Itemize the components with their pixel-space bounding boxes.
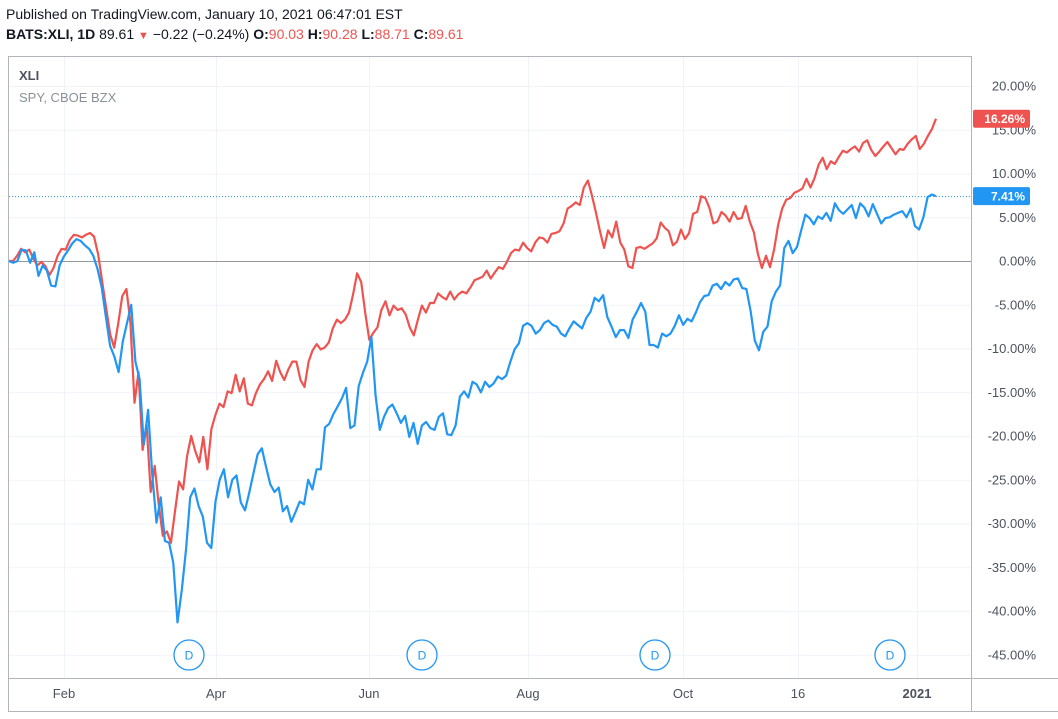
x-tick-label: 2021	[903, 686, 932, 701]
grid	[9, 57, 971, 678]
open-value: 90.03	[268, 26, 304, 42]
y-tick-label: -5.00%	[995, 297, 1037, 312]
x-tick-label: 16	[791, 686, 805, 701]
dividend-marker-label: D	[418, 649, 427, 663]
chart-header: Published on TradingView.com, January 10…	[6, 4, 463, 46]
down-arrow-icon: ▼	[138, 30, 149, 42]
last-value-tag-spy	[973, 109, 1030, 128]
y-tick-label: 0.00%	[999, 254, 1036, 269]
series-line-spy	[9, 118, 938, 544]
close-value: 89.61	[428, 26, 464, 42]
y-tick-label: -15.00%	[988, 385, 1037, 400]
y-tick-label: -40.00%	[988, 604, 1037, 619]
last-value-tag-text: 16.26%	[984, 112, 1025, 126]
x-tick-label: Oct	[673, 686, 694, 701]
y-tick-label: -20.00%	[988, 429, 1037, 444]
low-value: 88.71	[374, 26, 410, 42]
x-tick-label: Feb	[53, 686, 75, 701]
legend-compare-symbol[interactable]: SPY, CBOE BZX	[19, 90, 117, 105]
last-value-tag-xli	[973, 187, 1030, 206]
plot-frame	[8, 56, 972, 679]
x-tick-label: Aug	[516, 686, 539, 701]
open-label: O:	[253, 26, 269, 42]
y-tick-label: -45.00%	[988, 647, 1037, 662]
published-info: Published on TradingView.com, January 10…	[6, 6, 403, 22]
dividend-marker[interactable]	[173, 639, 205, 671]
last-value-tags: 7.41% 16.26%	[973, 109, 1030, 206]
y-tick-label: 10.00%	[992, 166, 1037, 181]
last-value-tag-text: 7.41%	[991, 190, 1025, 204]
y-tick-label: -10.00%	[988, 341, 1037, 356]
high-label: H:	[307, 26, 323, 42]
symbol-label: BATS:XLI, 1D	[6, 26, 96, 42]
y-tick-label: -30.00%	[988, 516, 1037, 531]
last-value: 89.61	[99, 26, 135, 42]
low-label: L:	[361, 26, 375, 42]
legend-main-symbol[interactable]: XLI	[19, 68, 39, 83]
dividend-marker[interactable]	[406, 639, 438, 671]
dividend-marker-label: D	[886, 649, 895, 663]
change-value: −0.22 (−0.24%)	[152, 26, 250, 42]
series-line-xli	[8, 193, 937, 624]
y-tick-label: -35.00%	[988, 560, 1037, 575]
time-axis-labels: Feb Apr Jun Aug Oct 16 2021	[53, 686, 932, 701]
dividend-marker[interactable]	[639, 639, 671, 671]
y-tick-label: -25.00%	[988, 472, 1037, 487]
dividend-marker[interactable]	[874, 639, 906, 671]
dividend-marker-label: D	[185, 649, 194, 663]
ohlc-bar: BATS:XLI, 1D 89.61 ▼ −0.22 (−0.24%) O:90…	[6, 24, 463, 46]
x-tick-label: Jun	[359, 686, 380, 701]
dividend-marker-label: D	[651, 649, 660, 663]
y-tick-label: 20.00%	[992, 79, 1037, 94]
x-tick-label: Apr	[206, 686, 227, 701]
close-label: C:	[413, 26, 429, 42]
high-value: 90.28	[322, 26, 358, 42]
y-tick-label: 5.00%	[999, 210, 1036, 225]
price-axis-labels: 20.00%15.00%10.00%5.00%0.00%-5.00%-10.00…	[988, 79, 1037, 663]
